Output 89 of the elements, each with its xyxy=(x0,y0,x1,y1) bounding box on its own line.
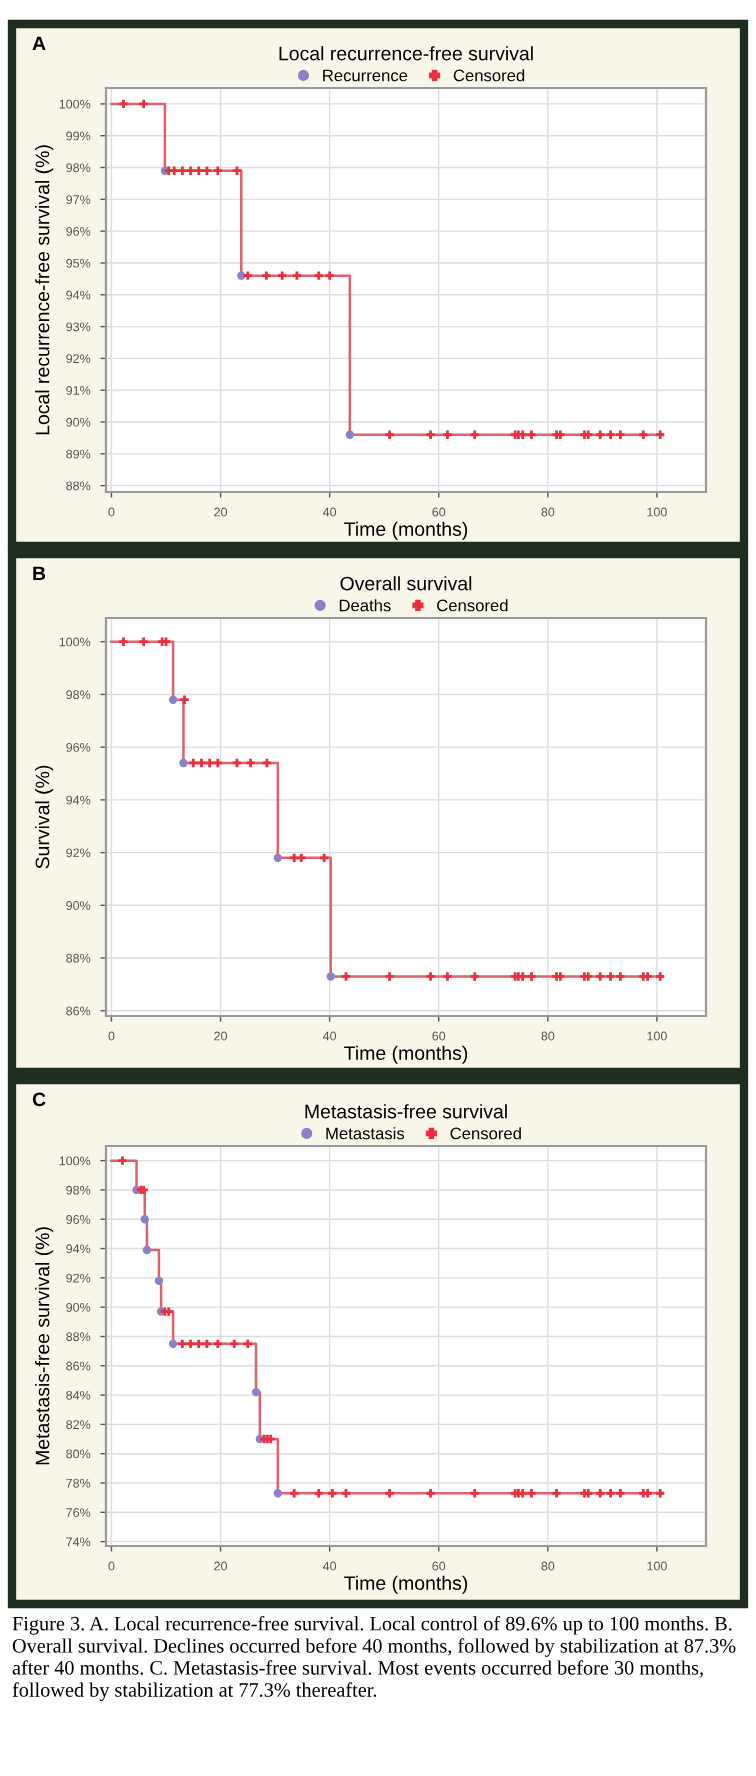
point xyxy=(119,99,128,109)
text: C xyxy=(32,1092,46,1107)
point xyxy=(527,430,536,439)
point xyxy=(426,972,435,981)
point xyxy=(273,1489,282,1498)
point xyxy=(178,166,187,175)
point xyxy=(320,853,329,863)
point xyxy=(314,1489,323,1498)
point xyxy=(213,166,222,175)
point xyxy=(262,271,271,280)
point xyxy=(385,972,394,981)
point xyxy=(186,1339,195,1348)
point xyxy=(616,430,625,439)
chart-title: Local recurrence-free survival xyxy=(279,46,533,61)
point xyxy=(314,271,323,280)
point xyxy=(470,430,479,439)
legend-label: Metastasis xyxy=(326,1127,405,1140)
y-axis-title: Metastasis-free survival (%) xyxy=(35,1227,54,1465)
point xyxy=(297,853,306,863)
point xyxy=(194,166,203,175)
point xyxy=(527,972,536,981)
point xyxy=(385,1489,394,1498)
point xyxy=(596,972,605,981)
point xyxy=(142,1245,152,1255)
point xyxy=(168,695,178,704)
point xyxy=(325,271,334,280)
legend-label: Censored xyxy=(450,1127,521,1140)
point xyxy=(205,758,214,768)
point xyxy=(596,1489,605,1498)
point xyxy=(140,1215,149,1224)
point xyxy=(290,853,299,863)
point xyxy=(290,1489,299,1498)
point xyxy=(139,99,148,109)
y-axis-title: Survival (%) xyxy=(35,765,54,869)
point xyxy=(606,972,615,981)
point xyxy=(118,1156,127,1165)
chart-title: Metastasis-free survival xyxy=(305,1104,507,1119)
point xyxy=(251,1387,261,1397)
point xyxy=(179,758,188,768)
point xyxy=(527,1489,536,1498)
text: B xyxy=(33,566,46,581)
point xyxy=(328,1489,337,1498)
legend-label: Censored xyxy=(437,599,508,612)
point xyxy=(426,1489,435,1498)
point xyxy=(443,430,452,439)
point xyxy=(656,1489,665,1498)
point xyxy=(596,430,605,439)
point xyxy=(213,1339,222,1348)
caption: Figure 3. A. Local recurrence-free survival. Local control of 89.6% up to 100 months. B. Overall survival. Declines occurred before 40 months, followed by stabilization at 87.3% after 40 months. C. Metastasis-free survival. Most events occurred before 30 months, followed by stabilization at 77.3% thereafter. xyxy=(12,1616,736,1701)
point xyxy=(552,1489,561,1498)
point xyxy=(139,637,148,646)
legend-label: Deaths xyxy=(339,599,391,612)
point xyxy=(606,430,615,439)
point xyxy=(243,1339,252,1348)
point xyxy=(243,271,252,280)
point xyxy=(119,637,128,646)
point xyxy=(616,972,625,981)
point xyxy=(273,853,282,863)
chart-title: Overall survival xyxy=(340,576,472,591)
x-axis-title: Time (months) xyxy=(344,1575,468,1594)
point xyxy=(154,1276,164,1285)
point xyxy=(470,972,479,981)
point xyxy=(470,1489,479,1498)
point xyxy=(168,1339,178,1348)
text: A xyxy=(32,36,46,51)
y-axis-title: Local recurrence-free survival (%) xyxy=(35,145,54,435)
point xyxy=(194,1339,203,1348)
point xyxy=(278,271,287,280)
point xyxy=(639,430,648,439)
x-axis-title: Time (months) xyxy=(344,521,468,540)
point xyxy=(656,972,665,981)
point xyxy=(186,166,195,175)
point xyxy=(246,758,255,768)
x-axis-title: Time (months) xyxy=(344,1045,468,1064)
point xyxy=(443,972,452,981)
point xyxy=(426,430,435,439)
point xyxy=(616,1489,625,1498)
point xyxy=(170,166,179,175)
point xyxy=(656,430,665,439)
point xyxy=(341,972,351,981)
legend-label: Censored xyxy=(453,69,525,82)
legend-label: Recurrence xyxy=(323,69,408,82)
point xyxy=(606,1489,615,1498)
point xyxy=(178,1339,187,1348)
point xyxy=(326,972,335,981)
point xyxy=(180,695,189,704)
point xyxy=(385,430,394,439)
point xyxy=(345,430,354,439)
point xyxy=(230,1339,239,1348)
